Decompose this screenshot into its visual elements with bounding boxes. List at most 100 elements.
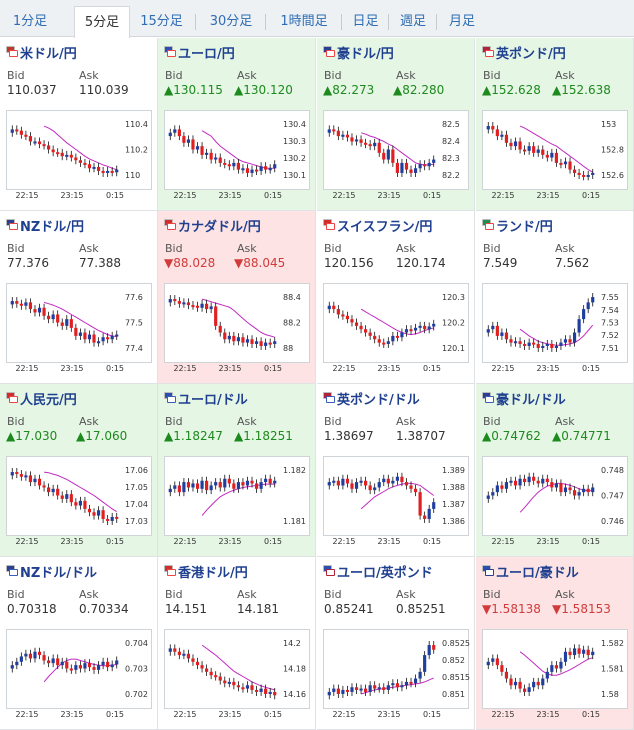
ask-label: Ask xyxy=(79,69,99,82)
candle-body xyxy=(423,515,427,519)
pair-name-link[interactable]: ランド/円 xyxy=(496,219,553,235)
candlestick-chart[interactable]: 1.389 1.388 1.387 1.386 xyxy=(323,456,469,536)
pair-name-link[interactable]: ユーロ/円 xyxy=(178,46,235,62)
y-tick-label: 110.4 xyxy=(125,120,148,129)
candlestick-chart[interactable]: 77.6 77.5 77.4 xyxy=(6,283,152,363)
candle-body xyxy=(173,485,177,489)
candle-body xyxy=(500,332,504,336)
rate-cell[interactable]: 豪ドル/ドル Bid Ask ▲0.74762 ▲0.74771 0.748 0.747 0.… xyxy=(476,384,634,557)
candle-body xyxy=(432,159,436,163)
pair-name-link[interactable]: 豪ドル/円 xyxy=(337,46,394,62)
candle-body xyxy=(19,303,23,306)
candle-body xyxy=(264,688,268,694)
candlestick-chart[interactable]: 88.4 88.2 88 xyxy=(164,283,310,363)
candle-body xyxy=(513,681,518,686)
candlestick-chart[interactable]: 0.8525 0.852 0.8515 0.851 xyxy=(323,629,470,709)
tab-6[interactable]: 週足 xyxy=(399,14,426,29)
candle-body xyxy=(563,487,568,493)
candle-body xyxy=(191,305,195,308)
pair-name-link[interactable]: スイスフラン/円 xyxy=(337,219,433,235)
pair-name-link[interactable]: 人民元/円 xyxy=(20,392,77,408)
ask-label: Ask xyxy=(555,415,575,428)
pair-name-link[interactable]: ユーロ/ドル xyxy=(178,392,248,408)
rate-cell[interactable]: ユーロ/円 Bid Ask ▲130.115 ▲130.120 130.4 130.3 130… xyxy=(158,38,316,211)
candlestick-chart[interactable]: 0.704 0.703 0.702 xyxy=(6,629,152,709)
timeframe-tab-bar: 1分足 5分足 15分足 30分足 1時間足 日足 週足 月足 xyxy=(0,0,634,38)
candlestick-chart[interactable]: 14.2 14.18 14.16 xyxy=(164,629,310,709)
y-tick-label: 1.181 xyxy=(283,517,306,526)
bid-label: Bid xyxy=(324,588,342,601)
candle-body xyxy=(554,345,558,348)
candle-body xyxy=(264,478,268,483)
rate-cell[interactable]: 英ポンド/円 Bid Ask ▲152.628 ▲152.638 153 152.8 152.… xyxy=(476,38,634,211)
pair-name-link[interactable]: 英ポンド/円 xyxy=(496,46,566,62)
candlestick-chart[interactable]: 120.3 120.2 120.1 xyxy=(323,283,469,363)
tab-0[interactable]: 1分足 xyxy=(12,14,48,29)
rate-cell[interactable]: NZドル/ドル Bid Ask 0.70318 0.70334 0.704 0.703 0.7… xyxy=(0,557,158,730)
candle-body xyxy=(345,478,350,484)
pair-name-link[interactable]: NZドル/ドル xyxy=(20,565,98,581)
candle-body xyxy=(377,339,381,343)
pair-title: NZドル/ドル xyxy=(6,563,98,581)
candle-body xyxy=(504,671,509,679)
ask-label: Ask xyxy=(79,415,99,428)
tab-1[interactable]: 5分足 xyxy=(74,6,130,38)
pair-name-link[interactable]: 米ドル/円 xyxy=(20,46,77,62)
bid-label: Bid xyxy=(324,69,342,82)
pair-name-link[interactable]: 英ポンド/ドル xyxy=(337,392,420,408)
pair-name-link[interactable]: 香港ドル/円 xyxy=(178,565,248,581)
tab-4[interactable]: 1時間足 xyxy=(280,14,328,29)
candlestick-chart[interactable]: 130.4 130.3 130.2 130.1 xyxy=(164,110,310,190)
candle-body xyxy=(354,139,359,142)
ask-value: 0.70334 xyxy=(79,602,129,616)
rate-cell[interactable]: 香港ドル/円 Bid Ask 14.151 14.181 14.2 14.18 14.16 22… xyxy=(158,557,316,730)
tab-3[interactable]: 30分足 xyxy=(209,14,253,29)
pair-name-link[interactable]: カナダドル/円 xyxy=(178,219,261,235)
candle-body xyxy=(182,136,186,143)
pair-name-link[interactable]: ユーロ/英ポンド xyxy=(337,565,433,581)
candlestick-chart[interactable]: 1.182 1.181 xyxy=(164,456,310,536)
candlestick-chart[interactable]: 1.582 1.581 1.58 xyxy=(482,629,628,709)
candlestick-chart[interactable]: 153 152.8 152.6 xyxy=(482,110,628,190)
rate-cell[interactable]: 人民元/円 Bid Ask ▲17.030 ▲17.060 17.06 17.05 17.04… xyxy=(0,384,158,557)
tab-7[interactable]: 月足 xyxy=(448,14,475,29)
candle-body xyxy=(413,678,418,684)
rate-cell[interactable]: カナダドル/円 Bid Ask ▼88.028 ▼88.045 88.4 88.2 88 22:… xyxy=(158,211,316,384)
rate-cell[interactable]: 英ポンド/ドル Bid Ask 1.38697 1.38707 1.389 1.388 1.3… xyxy=(317,384,475,557)
candlestick-chart[interactable]: 82.5 82.4 82.3 82.2 xyxy=(323,110,469,190)
candlestick-chart[interactable]: 17.06 17.05 17.04 17.03 xyxy=(6,456,152,536)
tab-2[interactable]: 15分足 xyxy=(140,14,183,29)
candle-body xyxy=(10,129,14,133)
rate-cell[interactable]: ユーロ/英ポンド Bid Ask 0.85241 0.85251 0.8525 0.852 0… xyxy=(317,557,475,730)
rate-cell[interactable]: スイスフラン/円 Bid Ask 120.156 120.174 120.3 120.2 12… xyxy=(317,211,475,384)
candlestick-chart[interactable]: 7.55 7.54 7.53 7.52 7.51 xyxy=(482,283,628,363)
rate-cell[interactable]: ユーロ/豪ドル Bid Ask ▼1.58138 ▼1.58153 1.582 1.581 1… xyxy=(476,557,634,730)
candle-body xyxy=(110,335,114,340)
flags-chf-jpy xyxy=(323,219,335,231)
candlestick-chart[interactable]: 0.748 0.747 0.746 xyxy=(482,456,628,536)
candle-body xyxy=(24,302,28,306)
y-tick-label: 17.06 xyxy=(125,466,148,475)
pair-name-link[interactable]: ユーロ/豪ドル xyxy=(496,565,579,581)
rate-cell[interactable]: ランド/円 Bid Ask 7.549 7.562 7.55 7.54 7.53 7.52 7.5… xyxy=(476,211,634,384)
candle-body xyxy=(359,325,363,330)
candle-body xyxy=(509,142,513,147)
rate-cell[interactable]: NZドル/円 Bid Ask 77.376 77.388 77.6 77.5 77.4 22:1… xyxy=(0,211,158,384)
candle-body xyxy=(214,306,218,326)
candlestick-chart[interactable]: 110.4 110.2 110 xyxy=(6,110,152,190)
flags-nzd-jpy xyxy=(6,219,18,231)
candle-body xyxy=(209,152,213,160)
flags-eur-jpy xyxy=(164,46,176,58)
candle-body xyxy=(332,688,336,692)
candle-body xyxy=(591,172,595,175)
rate-cell[interactable]: 米ドル/円 Bid Ask 110.037 110.039 110.4 110.2 110 22… xyxy=(0,38,158,211)
ask-label: Ask xyxy=(237,415,257,428)
candle-body xyxy=(273,691,277,696)
rate-cell[interactable]: 豪ドル/円 Bid Ask ▲82.273 ▲82.280 82.5 82.4 82.3 82.… xyxy=(317,38,475,211)
tab-5[interactable]: 日足 xyxy=(352,14,379,29)
candle-body xyxy=(78,665,82,669)
pair-name-link[interactable]: NZドル/円 xyxy=(20,219,85,235)
rate-cell[interactable]: ユーロ/ドル Bid Ask ▲1.18247 ▲1.18251 1.182 1.181 22… xyxy=(158,384,316,557)
candle-body xyxy=(60,661,64,666)
pair-name-link[interactable]: 豪ドル/ドル xyxy=(496,392,566,408)
